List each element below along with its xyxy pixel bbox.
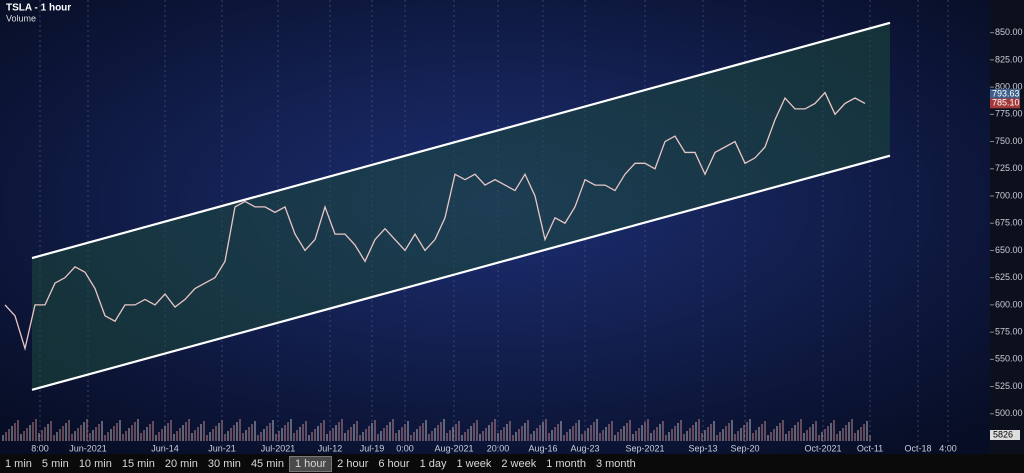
- price-axis: [990, 0, 1024, 454]
- x-tick-label: Aug-23: [570, 443, 599, 453]
- y-tick-label: 850.00: [995, 27, 1023, 37]
- y-tick-label: 750.00: [995, 136, 1023, 146]
- volume-label-box: [990, 430, 1020, 440]
- interval-toolbar: 1 min 5 min 10 min 15 min 20 min 30 min 45 min…: [0, 454, 1024, 473]
- interval-button[interactable]: 1 day: [419, 457, 447, 470]
- x-tick-label: Sep-20: [730, 443, 759, 453]
- interval-button[interactable]: 2 week: [501, 457, 537, 470]
- price-label: 785.10: [992, 98, 1020, 108]
- x-tick-label: Oct-18: [904, 443, 931, 453]
- x-tick-label: 0:00: [396, 443, 414, 453]
- y-tick-label: 700.00: [995, 190, 1023, 200]
- x-tick-label: Jun-2021: [69, 443, 107, 453]
- price-label-box: [990, 89, 1020, 100]
- x-tick-label: Aug-2021: [434, 443, 473, 453]
- y-tick-label: 825.00: [995, 54, 1023, 64]
- x-tick-label: Jun-14: [151, 443, 179, 453]
- interval-button[interactable]: 45 min: [250, 457, 284, 470]
- y-tick-label: 550.00: [995, 354, 1023, 364]
- interval-button[interactable]: 1 week: [456, 457, 492, 470]
- y-tick-label: 650.00: [995, 245, 1023, 255]
- x-tick-label: Jul-19: [360, 443, 385, 453]
- y-tick-label: 575.00: [995, 326, 1023, 336]
- y-tick-label: 625.00: [995, 272, 1023, 282]
- interval-button[interactable]: 3 month: [595, 457, 636, 470]
- volume-label: 5826: [993, 429, 1013, 439]
- channel-fill: [32, 22, 890, 390]
- y-tick-label: 500.00: [995, 408, 1023, 418]
- chart-title: TSLA - 1 hour: [6, 3, 71, 14]
- y-tick-label: 725.00: [995, 163, 1023, 173]
- x-tick-label: Jul-2021: [261, 443, 296, 453]
- interval-button[interactable]: 20 min: [164, 457, 198, 470]
- interval-button[interactable]: 5 min: [41, 457, 69, 470]
- y-tick-label: 525.00: [995, 381, 1023, 391]
- x-tick-label: Sep-2021: [625, 443, 664, 453]
- price-line: [4, 91, 866, 351]
- interval-button[interactable]: 15 min: [121, 457, 155, 470]
- channel-line: [31, 154, 891, 391]
- price-label: 793.63: [992, 88, 1020, 98]
- price-label-box: [990, 98, 1020, 109]
- x-tick-label: Aug-16: [528, 443, 557, 453]
- interval-button[interactable]: 1 min: [5, 457, 32, 470]
- x-tick-label: 4:00: [939, 443, 957, 453]
- x-tick-label: 8:00: [31, 443, 49, 453]
- x-tick-label: Jun-21: [208, 443, 236, 453]
- y-tick-label: 800.00: [995, 81, 1023, 91]
- interval-button[interactable]: 1 hour: [288, 455, 333, 472]
- y-tick-label: 600.00: [995, 299, 1023, 309]
- interval-button[interactable]: 10 min: [78, 457, 112, 470]
- interval-button[interactable]: 2 hour: [337, 457, 369, 470]
- interval-button[interactable]: 6 hour: [378, 457, 410, 470]
- x-tick-label: Jul-12: [318, 443, 343, 453]
- y-tick-label: 675.00: [995, 218, 1023, 228]
- y-tick-label: 775.00: [995, 109, 1023, 119]
- interval-button[interactable]: 1 month: [546, 457, 586, 470]
- x-tick-label: 20:00: [487, 443, 510, 453]
- x-tick-label: Oct-2021: [804, 443, 841, 453]
- interval-button[interactable]: 30 min: [207, 457, 241, 470]
- channel-line: [31, 21, 891, 260]
- x-tick-label: Oct-11: [857, 443, 883, 453]
- x-tick-label: Sep-13: [688, 443, 717, 453]
- indicator-label[interactable]: Volume: [6, 13, 36, 23]
- chart: TSLA - 1 hour Volume 8:00 Jun-2021 Jun-14 J…: [0, 0, 1024, 454]
